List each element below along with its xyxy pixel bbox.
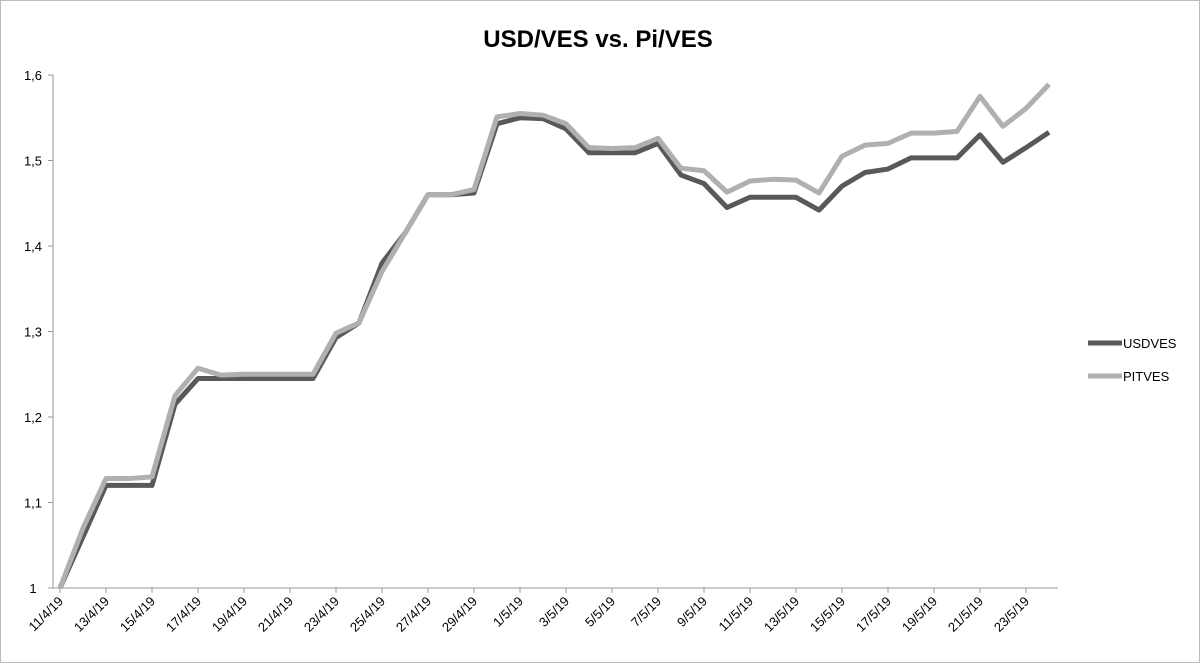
y-tick-label: 1	[29, 581, 36, 596]
legend-label: USDVES	[1123, 336, 1177, 351]
y-tick-label: 1,2	[24, 410, 42, 425]
legend-label: PITVES	[1123, 369, 1170, 384]
y-tick-label: 1,3	[24, 325, 42, 340]
series-line	[57, 82, 1051, 589]
y-tick-label: 1,4	[24, 239, 42, 254]
y-tick-label: 1,5	[24, 154, 42, 169]
chart-title: USD/VES vs. Pi/VES	[483, 26, 712, 53]
y-tick-label: 1,6	[24, 68, 42, 83]
y-tick-label: 1,1	[24, 496, 42, 511]
series-line	[57, 115, 1051, 590]
